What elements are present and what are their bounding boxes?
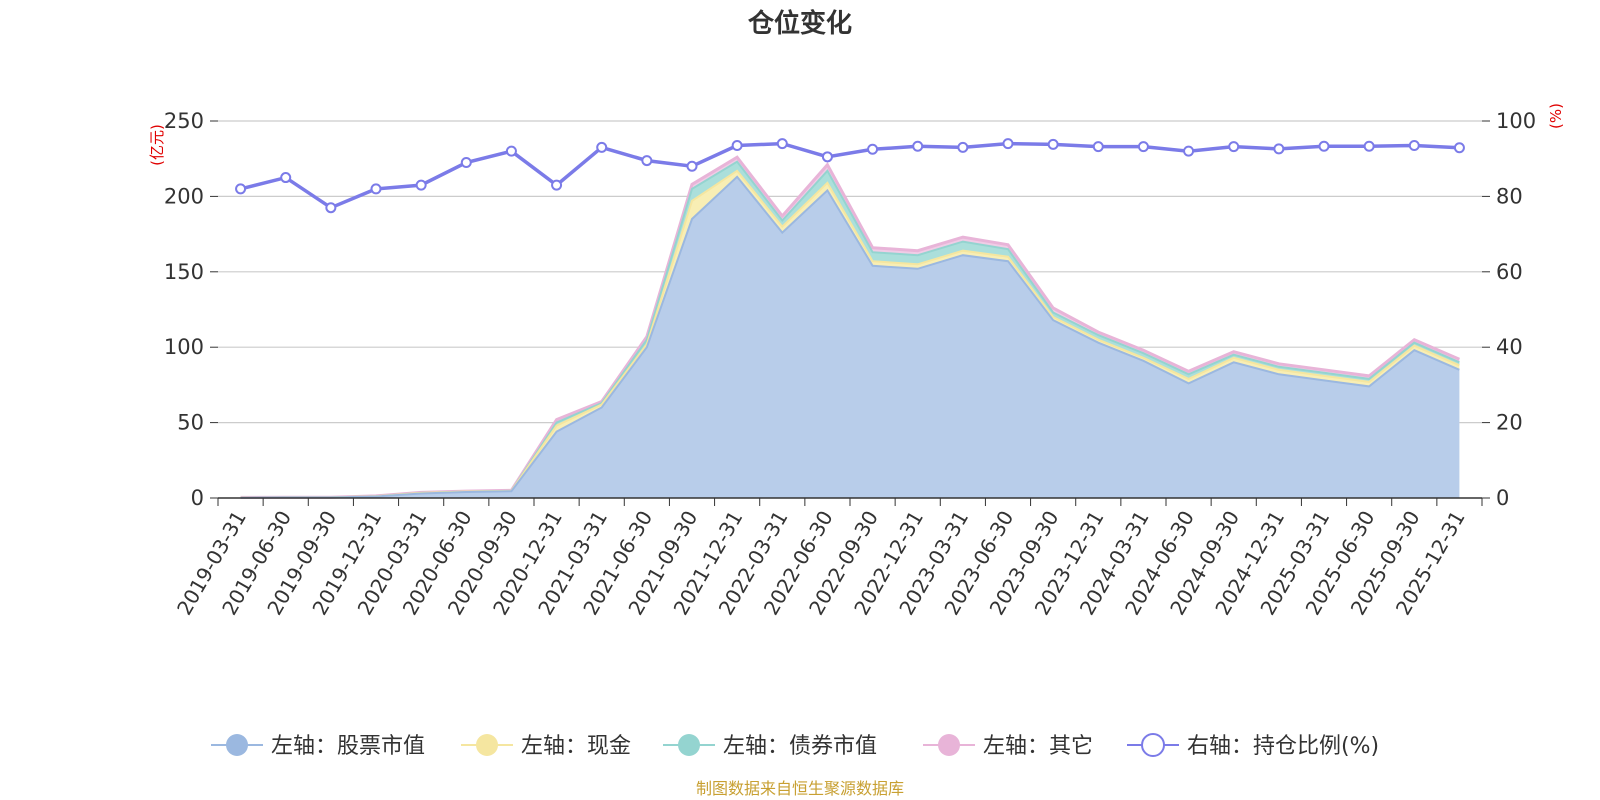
legend-label: 左轴：债券市值	[723, 734, 877, 759]
ratio-point	[1408, 140, 1420, 152]
right-axis-label: 100	[1496, 109, 1536, 133]
ratio-point	[1273, 143, 1285, 155]
left-axis-label: 50	[177, 411, 204, 435]
right-axis-label: 0	[1496, 486, 1509, 510]
ratio-point	[325, 202, 337, 214]
chart-title: 仓位变化	[747, 8, 852, 39]
ratio-point	[686, 160, 698, 172]
ratio-point	[1228, 141, 1240, 153]
ratio-point	[867, 143, 879, 155]
legend: 左轴：股票市值 左轴：现金 左轴：债券市值 左轴：其它 右轴：持仓比例(%)	[211, 733, 1379, 759]
ratio-point	[551, 179, 563, 191]
left-axis-unit: (亿元)	[148, 124, 166, 166]
left-axis-label: 150	[164, 260, 204, 284]
legend-label: 右轴：持仓比例(%)	[1187, 734, 1379, 759]
data-source-note: 制图数据来自恒生聚源数据库	[696, 779, 904, 798]
legend-marker	[476, 734, 498, 756]
right-axis-label: 80	[1496, 184, 1523, 208]
ratio-point	[731, 140, 743, 152]
legend-marker	[678, 734, 700, 756]
left-axis-label: 100	[164, 335, 204, 359]
ratio-point	[1363, 140, 1375, 152]
ratio-point	[1318, 140, 1330, 152]
legend-label: 左轴：现金	[521, 734, 631, 759]
ratio-point	[1183, 145, 1195, 157]
legend-marker	[1141, 733, 1165, 757]
legend-marker	[938, 734, 960, 756]
ratio-point	[1092, 141, 1104, 153]
legend-label: 左轴：股票市值	[271, 734, 425, 759]
left-axis-label: 250	[164, 109, 204, 133]
ratio-point	[415, 179, 427, 191]
left-axis-label: 200	[164, 184, 204, 208]
stacked-areas	[240, 155, 1460, 499]
right-axis-label: 40	[1496, 335, 1523, 359]
ratio-point	[821, 151, 833, 163]
right-axis-label: 60	[1496, 260, 1523, 284]
ratio-point	[235, 183, 247, 195]
ratio-line-path	[240, 141, 1460, 210]
ratio-point	[912, 140, 924, 152]
ratio-point	[1137, 141, 1149, 153]
ratio-point	[460, 156, 472, 168]
position-ratio-line	[235, 138, 1465, 214]
right-axis-label: 20	[1496, 411, 1523, 435]
ratio-point	[505, 145, 517, 157]
right-axis-unit: (%)	[1547, 103, 1565, 129]
ratio-point	[1002, 138, 1014, 150]
ratio-point	[776, 138, 788, 150]
area-edge-1	[240, 175, 1460, 499]
left-axis-label: 0	[191, 486, 204, 510]
ratio-point	[596, 141, 608, 153]
ratio-point	[1453, 142, 1465, 154]
ratio-point	[1047, 138, 1059, 150]
ratio-point	[370, 183, 382, 195]
ratio-point	[280, 172, 292, 184]
ratio-point	[957, 141, 969, 153]
ratio-point	[641, 155, 653, 167]
legend-marker	[226, 734, 248, 756]
legend-label: 左轴：其它	[983, 734, 1093, 759]
area-fill-1	[240, 176, 1460, 499]
